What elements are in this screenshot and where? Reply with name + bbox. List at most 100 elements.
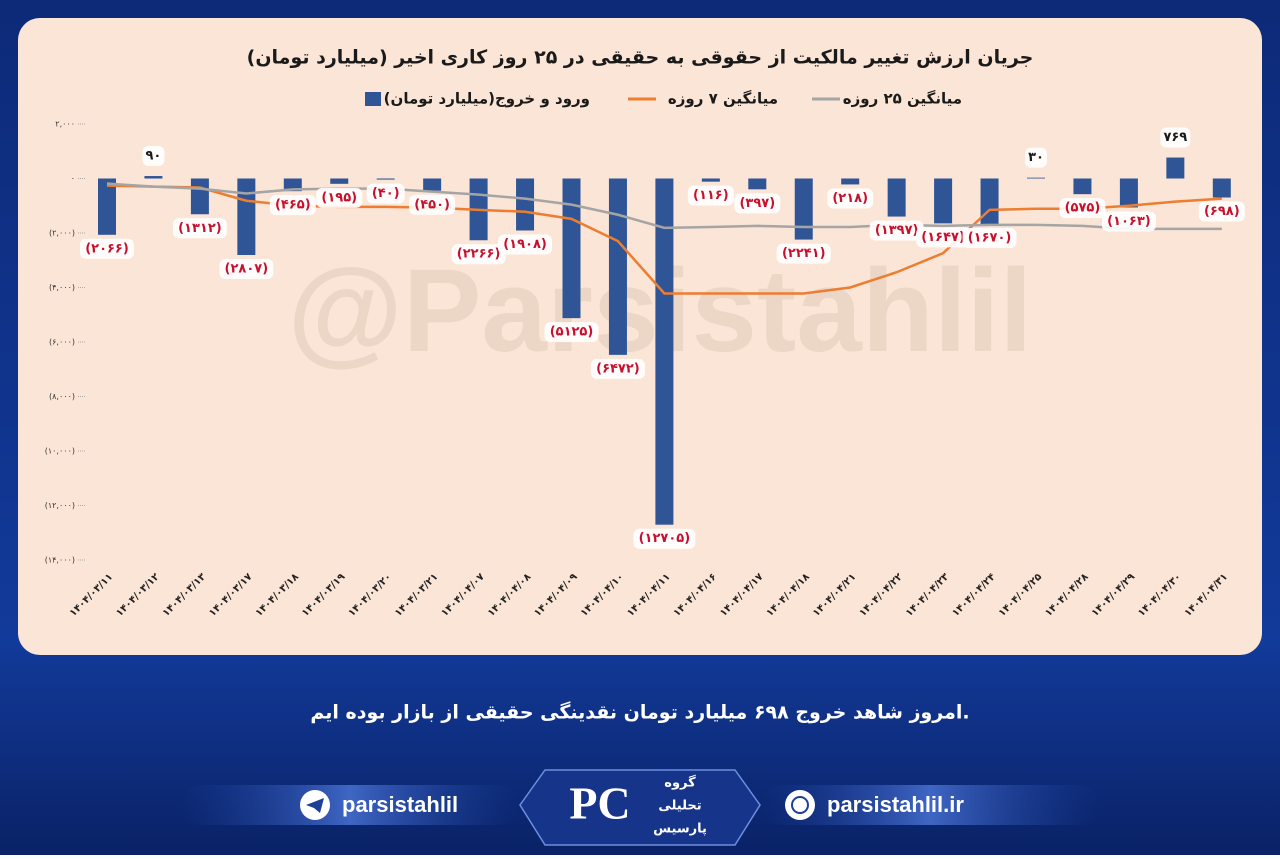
website-pill bbox=[760, 785, 1100, 825]
value-label: ۹۰ bbox=[146, 149, 162, 164]
bar bbox=[934, 178, 953, 224]
value-label-box bbox=[269, 195, 316, 216]
value-label: (۱۱۶) bbox=[693, 188, 729, 203]
y-tick-label: ۲,۰۰۰ bbox=[55, 120, 75, 129]
value-label: (۲۸۰۷) bbox=[225, 261, 269, 276]
y-tick-label: (۸,۰۰۰) bbox=[49, 392, 75, 401]
bar bbox=[1212, 178, 1231, 198]
bar bbox=[1119, 178, 1138, 208]
legend-label: میانگین ۷ روزه bbox=[668, 90, 778, 108]
value-label: (۵۱۲۵) bbox=[550, 325, 594, 340]
web-icon bbox=[785, 790, 815, 820]
globe bbox=[791, 796, 809, 814]
value-label: (۱۶۷۰) bbox=[968, 231, 1012, 246]
y-tick-label: (۱۴,۰۰۰) bbox=[45, 556, 75, 565]
value-label-box bbox=[409, 194, 456, 215]
value-label: (۲۱۸) bbox=[832, 191, 868, 206]
logo-line: گروه bbox=[664, 775, 696, 791]
bar bbox=[1027, 177, 1045, 179]
value-label: (۱۹۰۸) bbox=[503, 237, 547, 252]
bar bbox=[841, 178, 860, 185]
y-tick-label: ۰ bbox=[71, 174, 75, 183]
bar bbox=[330, 178, 349, 184]
telegram-handle: parsistahlil bbox=[342, 792, 458, 817]
value-label-box bbox=[316, 187, 363, 208]
value-label-box bbox=[1025, 147, 1047, 168]
legend-swatch bbox=[365, 92, 381, 106]
value-label-box bbox=[142, 146, 165, 167]
value-label-box bbox=[366, 183, 405, 204]
value-label-box bbox=[962, 228, 1017, 249]
value-label-box bbox=[916, 227, 971, 248]
y-tick-label: (۱۲,۰۰۰) bbox=[45, 501, 75, 510]
bar bbox=[887, 178, 906, 217]
chart-title: جریان ارزش تغییر مالکیت از حقوقی به حقیق… bbox=[247, 47, 1034, 69]
value-label: (۲۲۴۱) bbox=[782, 246, 826, 261]
bar bbox=[562, 178, 581, 319]
value-label: (۱۲۷۰۵) bbox=[639, 531, 691, 546]
bar bbox=[190, 178, 209, 215]
logo-line: پارسیس bbox=[653, 822, 707, 837]
bar bbox=[794, 178, 813, 240]
bar bbox=[701, 178, 720, 182]
value-label-box bbox=[544, 322, 599, 343]
value-label: (۴۵۰) bbox=[414, 197, 450, 212]
value-label-box bbox=[869, 220, 924, 241]
y-tick-label: (۲,۰۰۰) bbox=[49, 229, 75, 238]
logo-mark: PC bbox=[569, 778, 630, 829]
value-label: (۱۰۶۳) bbox=[1107, 214, 1151, 229]
value-label-box bbox=[734, 193, 781, 214]
average-line bbox=[106, 182, 1222, 231]
bar bbox=[655, 178, 674, 525]
value-label-box bbox=[498, 234, 553, 255]
bar bbox=[376, 178, 395, 180]
value-label-box bbox=[80, 238, 134, 259]
plot: ۲,۰۰۰ ۰ (۲,۰۰۰) (۴,۰۰۰) (۶,۰۰۰) (۸,۰۰۰) (۱۰,۰۰… bbox=[45, 90, 1245, 619]
value-label: (۲۲۶۶) bbox=[457, 247, 501, 262]
bar bbox=[608, 178, 627, 355]
value-label: (۳۹۷) bbox=[739, 196, 775, 211]
logo-line: تحلیلی bbox=[658, 799, 701, 814]
logo-box bbox=[519, 769, 761, 846]
value-label: (۶۹۸) bbox=[1204, 204, 1240, 219]
value-label: (۱۹۵) bbox=[321, 190, 357, 205]
value-label-box bbox=[1160, 127, 1191, 148]
value-label-box bbox=[1059, 198, 1106, 219]
value-label-box bbox=[1198, 201, 1245, 222]
value-label: (۱۳۱۲) bbox=[178, 221, 222, 236]
value-label: (۱۶۴۷) bbox=[921, 230, 965, 245]
bar bbox=[1166, 157, 1185, 179]
y-tick-label: (۶,۰۰۰) bbox=[49, 338, 75, 347]
y-tick-label: (۱۰,۰۰۰) bbox=[45, 447, 75, 456]
footer: parsistahlil parsistahlil.ir PC گروه تحل… bbox=[180, 769, 1100, 846]
value-label: ۳۰ bbox=[1028, 150, 1044, 165]
caption: امروز شاهد خروج ۶۹۸ میلیارد تومان نقدینگ… bbox=[310, 701, 969, 724]
telegram-pill bbox=[180, 785, 520, 825]
value-label-box bbox=[1101, 211, 1156, 232]
telegram-plane bbox=[306, 798, 324, 813]
value-label: (۴۶۵) bbox=[275, 198, 311, 213]
bar bbox=[423, 178, 442, 191]
website: parsistahlil.ir bbox=[827, 792, 964, 817]
y-tick-label: (۴,۰۰۰) bbox=[49, 283, 75, 292]
value-label-box bbox=[827, 188, 874, 209]
value-label: (۲۰۶۶) bbox=[85, 241, 129, 256]
value-label-box bbox=[687, 185, 734, 206]
legend-label: ورود و خروج(میلیارد تومان) bbox=[384, 90, 590, 108]
value-label-box bbox=[219, 258, 274, 279]
bar bbox=[98, 178, 116, 235]
value-label: (۱۳۹۷) bbox=[875, 223, 919, 238]
value-label: ۷۶۹ bbox=[1163, 130, 1187, 145]
value-label: (۴۰) bbox=[372, 186, 400, 201]
bar bbox=[748, 178, 767, 190]
value-label-box bbox=[776, 243, 831, 264]
value-label: (۶۴۷۲) bbox=[596, 361, 640, 376]
chart-panel bbox=[18, 18, 1262, 655]
value-label-box bbox=[451, 244, 506, 265]
bar bbox=[144, 176, 163, 179]
value-label-box bbox=[590, 358, 645, 379]
value-label-box bbox=[172, 218, 227, 239]
legend-label: میانگین ۲۵ روزه bbox=[843, 90, 962, 108]
